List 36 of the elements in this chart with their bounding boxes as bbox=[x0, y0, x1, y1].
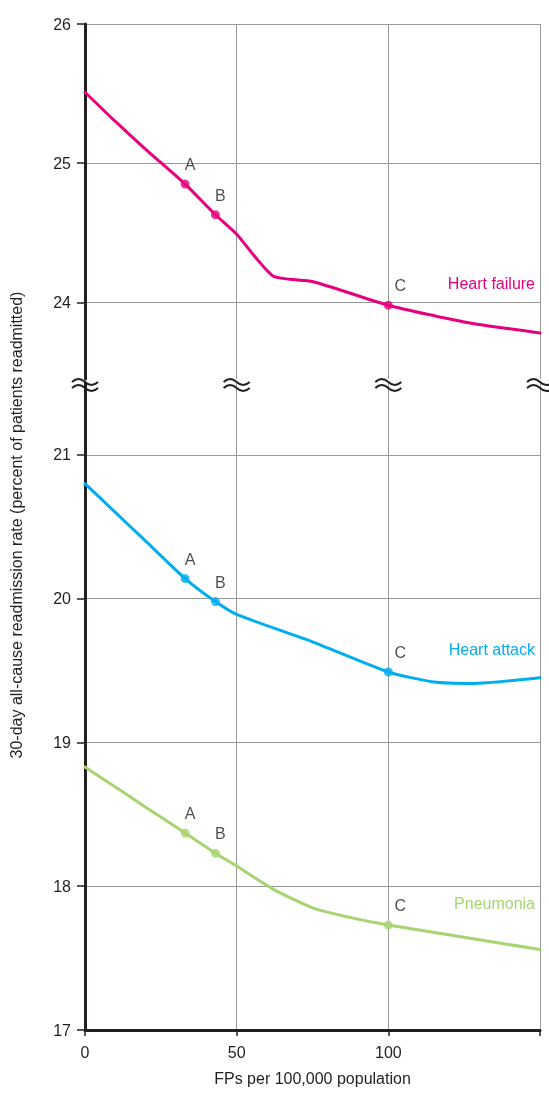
point bbox=[180, 574, 190, 584]
line-series bbox=[83, 765, 542, 951]
x-tick-label: 0 bbox=[80, 1043, 90, 1061]
point bbox=[180, 828, 190, 838]
data-label: B bbox=[215, 573, 226, 591]
line-series bbox=[83, 90, 542, 335]
x-tick-label: 100 bbox=[374, 1043, 402, 1061]
x-tick-label: 50 bbox=[227, 1043, 246, 1061]
y-tick-label: 25 bbox=[53, 154, 72, 172]
y-tick-label: 17 bbox=[53, 1021, 72, 1039]
series-label: Heart attack bbox=[448, 641, 536, 659]
data-label: C bbox=[394, 277, 407, 295]
point bbox=[180, 179, 190, 189]
y-tick-label: 18 bbox=[53, 877, 72, 895]
point bbox=[383, 667, 393, 677]
data-label: A bbox=[184, 805, 196, 823]
line-series bbox=[83, 482, 542, 685]
point bbox=[383, 300, 393, 310]
data-label: C bbox=[394, 643, 407, 661]
point bbox=[210, 210, 220, 220]
data-label: C bbox=[394, 897, 407, 915]
data-label: A bbox=[184, 550, 196, 568]
data-label: B bbox=[215, 186, 226, 204]
point bbox=[383, 920, 393, 930]
y-tick-label: 24 bbox=[53, 293, 72, 311]
y-tick-label: 26 bbox=[53, 15, 72, 33]
x-axis-title: FPs per 100,000 population bbox=[214, 1069, 411, 1087]
series-label: Pneumonia bbox=[454, 894, 536, 912]
y-tick-label: 19 bbox=[53, 733, 72, 751]
data-label: B bbox=[215, 825, 226, 843]
point bbox=[210, 597, 220, 607]
y-axis-title: 30-day all-cause readmission rate (percent of patients readmitted) bbox=[8, 291, 26, 759]
point bbox=[210, 848, 220, 858]
y-tick-label: 20 bbox=[53, 590, 72, 608]
series-label: Heart failure bbox=[447, 274, 536, 292]
y-tick-label: 21 bbox=[53, 446, 72, 464]
